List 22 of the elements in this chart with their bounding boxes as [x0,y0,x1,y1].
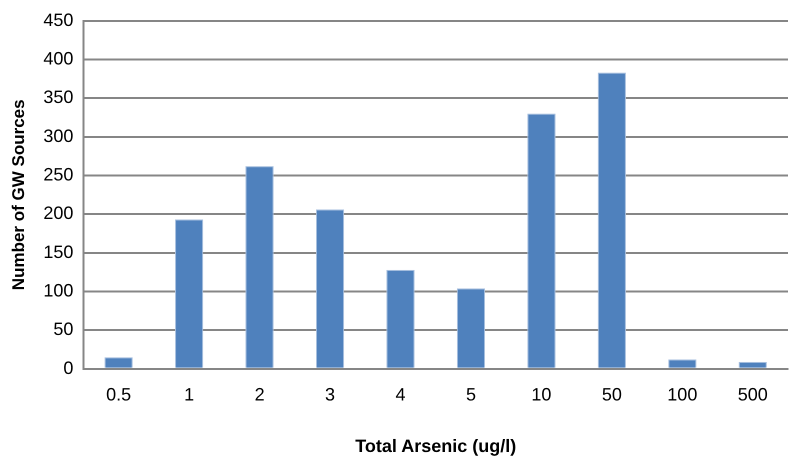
x-tick-label: 2 [254,384,265,405]
x-tick-label: 4 [395,384,406,405]
y-tick-label: 100 [43,280,74,300]
y-tick-label: 50 [53,319,74,340]
x-tick-label: 500 [738,384,768,405]
x-tick-label: 1 [184,384,194,405]
x-axis-title: Total Arsenic (ug/l) [355,436,516,456]
y-axis-title: Number of GW Sources [8,99,28,290]
x-tick-label: 10 [531,384,552,405]
y-tick-label: 350 [43,87,74,108]
y-tick-label: 200 [43,203,74,224]
x-tick-label: 100 [667,384,698,405]
x-tick-label: 0.5 [106,384,132,405]
y-tick-label: 250 [43,164,74,184]
y-tick-label: 0 [63,358,74,378]
y-tick-label: 400 [43,48,74,68]
x-tick-label: 5 [466,384,476,405]
x-tick-label: 50 [602,384,622,405]
x-tick-label: 3 [325,384,336,405]
y-tick-label: 450 [43,10,74,30]
y-tick-label: 150 [43,242,74,262]
y-tick-label: 300 [43,126,74,146]
